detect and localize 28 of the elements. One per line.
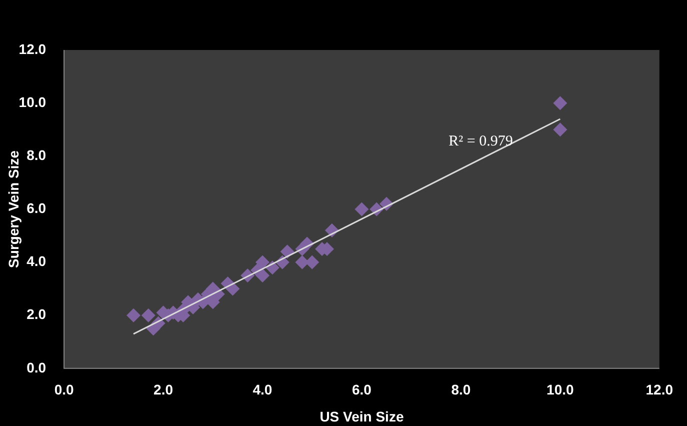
x-tick-label: 6.0 [352, 382, 372, 398]
annotation: R² = 0.979 [448, 134, 513, 150]
y-tick-label: 2.0 [26, 306, 46, 322]
point [295, 255, 310, 270]
point [305, 255, 320, 270]
point [280, 244, 294, 259]
y-axis-title: Surgery Vein Size [5, 150, 22, 268]
point [141, 308, 156, 322]
point [553, 122, 568, 137]
x-tick-label: 10.0 [546, 382, 574, 398]
y-tick-label: 8.0 [26, 146, 46, 163]
x-tick-label: 2.0 [154, 382, 174, 398]
point [553, 96, 568, 110]
y-tick-label: 10.0 [18, 94, 46, 110]
y-tick-label: 0.0 [26, 359, 46, 376]
point [226, 282, 240, 296]
y-tick-label: 4.0 [26, 253, 46, 270]
x-tick-label: 4.0 [252, 382, 272, 398]
x-axis-title: US Vein Size [320, 408, 404, 424]
x-tick-label: 0.0 [54, 382, 74, 398]
point [126, 308, 141, 322]
point [354, 202, 369, 216]
x-tick-label: 8.0 [451, 382, 471, 398]
y-tick-label: 6.0 [26, 200, 46, 216]
point [255, 255, 270, 270]
y-tick-label: 12.0 [18, 40, 46, 57]
x-tick-label: 12.0 [646, 382, 674, 398]
point [255, 268, 270, 283]
